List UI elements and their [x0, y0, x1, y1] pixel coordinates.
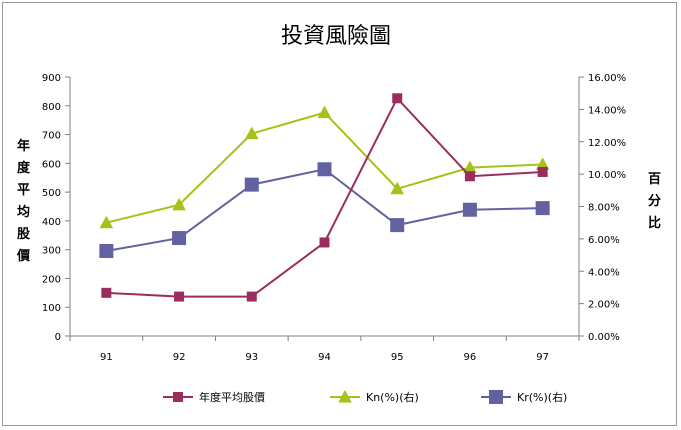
- x-tick-label: 93: [245, 352, 258, 363]
- right-tick-label: 14.00%: [588, 105, 626, 116]
- left-axis-label: 年度平均股價: [16, 138, 31, 264]
- right-tick-label: 4.00%: [588, 267, 620, 278]
- x-tick-label: 96: [464, 352, 477, 363]
- legend-item: 年度平均股價: [163, 390, 265, 404]
- left-tick-label: 300: [42, 246, 61, 257]
- legend-marker: [338, 389, 352, 403]
- legend-marker: [173, 392, 183, 402]
- legend-marker: [489, 390, 503, 404]
- left-tick-label: 200: [42, 274, 61, 285]
- x-tick-label: 95: [391, 352, 404, 363]
- right-tick-label: 16.00%: [588, 73, 626, 84]
- left-tick-label: 500: [42, 188, 61, 199]
- right-tick-label: 12.00%: [588, 138, 626, 149]
- data-point: [244, 126, 259, 140]
- data-point: [390, 181, 405, 195]
- legend-label: Kr(%)(右): [517, 390, 567, 404]
- data-point: [390, 218, 405, 233]
- right-tick-label: 10.00%: [588, 170, 626, 181]
- data-point: [172, 197, 186, 211]
- right-tick-label: 0.00%: [588, 332, 620, 343]
- x-tick-label: 91: [100, 352, 113, 363]
- right-axis-label: 百分比: [648, 172, 661, 231]
- left-tick-label: 900: [42, 73, 61, 84]
- left-tick-label: 0: [55, 332, 61, 343]
- data-point: [317, 105, 332, 119]
- data-point: [392, 93, 403, 104]
- data-point: [244, 177, 259, 192]
- data-point: [317, 162, 332, 177]
- legend-item: Kn(%)(右): [330, 389, 419, 404]
- series-2: [99, 162, 550, 259]
- chart-title: 投資風險圖: [281, 24, 391, 49]
- legend-label: 年度平均股價: [199, 390, 265, 404]
- data-point: [246, 291, 257, 302]
- data-point: [99, 244, 114, 259]
- x-tick-label: 97: [536, 352, 549, 363]
- series-1: [99, 105, 550, 229]
- right-tick-label: 8.00%: [588, 203, 620, 214]
- series-layer: [99, 93, 550, 302]
- legend: 年度平均股價 Kn(%)(右) Kr(%)(右): [163, 389, 567, 404]
- series-line: [106, 96, 543, 298]
- left-tick-label: 600: [42, 159, 61, 170]
- legend-item: Kr(%)(右): [481, 390, 567, 404]
- right-tick-label: 6.00%: [588, 235, 620, 246]
- data-point: [172, 231, 187, 246]
- data-point: [174, 291, 185, 302]
- data-point: [99, 215, 114, 229]
- data-point: [101, 287, 112, 298]
- right-tick-label: 2.00%: [588, 300, 620, 311]
- x-tick-label: 94: [318, 352, 331, 363]
- data-point: [462, 202, 477, 217]
- left-tick-label: 100: [42, 303, 61, 314]
- data-point: [535, 201, 550, 216]
- data-point: [464, 171, 475, 182]
- x-tick-label: 92: [173, 352, 186, 363]
- data-point: [537, 166, 548, 177]
- left-tick-label: 800: [42, 102, 61, 113]
- legend-label: Kn(%)(右): [366, 390, 419, 404]
- axes: 0 100 200 300 400 500 600 700 800 900 0.00% 2.00% 4.…: [42, 73, 626, 363]
- data-point: [319, 237, 330, 248]
- series-0: [101, 93, 548, 302]
- left-tick-label: 700: [42, 131, 61, 142]
- left-tick-label: 400: [42, 217, 61, 228]
